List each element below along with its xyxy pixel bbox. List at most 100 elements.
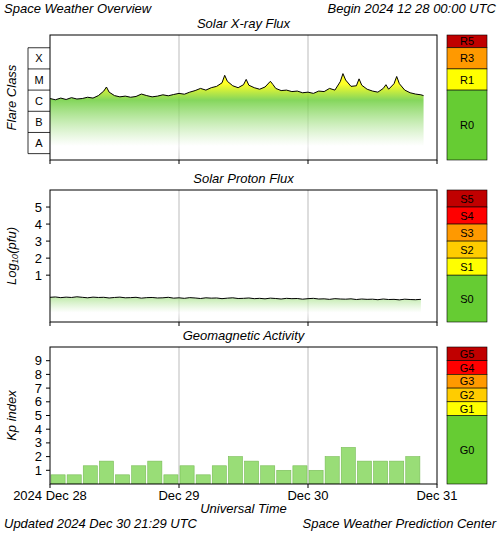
panel: Solar Proton FluxLog₁₀(pfu)12345S5S4S3S2…	[4, 171, 487, 326]
class-divider	[28, 47, 50, 48]
kp-bar	[164, 475, 178, 484]
scale-level	[447, 416, 487, 485]
kp-bar	[357, 461, 371, 484]
grid-line	[308, 347, 309, 484]
y-tick-label: 3	[35, 234, 42, 249]
plot-background	[50, 190, 437, 322]
scale-label: R1	[460, 74, 474, 86]
kp-bar	[261, 466, 275, 484]
scale-label: S4	[460, 210, 473, 222]
x-tick	[179, 160, 180, 164]
source: Space Weather Prediction Center	[303, 516, 497, 531]
scale-level	[447, 388, 487, 402]
y-tick	[46, 224, 50, 225]
y-tick-label: 4	[35, 422, 42, 437]
scale-label: S3	[460, 227, 473, 239]
scale-label: R3	[460, 52, 474, 64]
kp-bar	[374, 461, 388, 484]
scale-label: G5	[460, 348, 475, 360]
kp-bar	[293, 466, 307, 484]
x-tick	[437, 322, 438, 326]
scale-label: R0	[460, 119, 474, 131]
y-tick	[46, 456, 50, 457]
panel-title: Geomagnetic Activity	[183, 328, 306, 343]
y-tick	[46, 258, 50, 259]
plot-frame	[50, 190, 437, 322]
y-tick-label: A	[35, 137, 43, 149]
panel-title: Solar X-ray Flux	[197, 16, 291, 31]
class-divider	[28, 132, 50, 133]
y-tick	[46, 388, 50, 389]
scale-level	[447, 48, 487, 69]
kp-bar	[148, 461, 162, 484]
x-tick	[308, 322, 309, 326]
y-tick	[46, 429, 50, 430]
scale-label: S1	[460, 261, 473, 273]
area-fill	[50, 297, 421, 322]
x-tick-label: Dec 29	[158, 488, 199, 503]
updated-time: Updated 2024 Dec 30 21:29 UTC	[4, 516, 198, 531]
y-tick	[46, 207, 50, 208]
panel: Solar X-ray FluxFlare ClassABCMXR5R3R1R0	[4, 16, 487, 164]
scale-label: S0	[460, 293, 473, 305]
page-title: Space Weather Overview	[4, 1, 153, 16]
y-tick-label: 7	[35, 381, 42, 396]
scale-label: R5	[460, 35, 474, 47]
plot-frame	[50, 347, 437, 484]
kp-bar	[67, 475, 81, 484]
x-tick	[437, 160, 438, 164]
y-tick-label: 8	[35, 367, 42, 382]
scale-level	[447, 190, 487, 207]
scale-label: G2	[460, 389, 475, 401]
y-tick-label: X	[35, 52, 43, 64]
plot-frame	[50, 35, 437, 160]
y-tick	[46, 401, 50, 402]
scale-label: S5	[460, 193, 473, 205]
scale-label: S2	[460, 244, 473, 256]
kp-bar	[325, 457, 339, 484]
y-axis-label: Log₁₀(pfu)	[4, 227, 19, 285]
y-tick	[46, 241, 50, 242]
scale-level	[447, 275, 487, 322]
scale-label: G1	[460, 403, 475, 415]
class-divider	[28, 153, 50, 154]
scale-level	[447, 224, 487, 241]
class-divider	[28, 68, 50, 69]
x-axis-label: Universal Time	[200, 501, 287, 516]
area-fill	[50, 74, 424, 160]
y-tick-label: 1	[35, 268, 42, 283]
y-tick	[46, 360, 50, 361]
x-tick-label: 2024 Dec 28	[13, 488, 87, 503]
panel: Geomagnetic ActivityKp index123456789202…	[4, 328, 487, 516]
class-divider	[28, 111, 50, 112]
y-tick-label: 5	[35, 200, 42, 215]
scale-level	[447, 258, 487, 275]
x-tick	[50, 322, 51, 326]
y-tick-label: 5	[35, 408, 42, 423]
kp-bar	[228, 457, 242, 484]
y-tick	[46, 442, 50, 443]
data-group	[51, 447, 420, 484]
class-column-edge	[28, 48, 29, 154]
x-tick-label: Dec 30	[287, 488, 328, 503]
kp-bar	[341, 447, 355, 484]
data-line	[50, 74, 424, 100]
grid-line	[179, 347, 180, 484]
class-divider	[28, 90, 50, 91]
kp-bar	[196, 475, 210, 484]
data-group	[50, 74, 424, 160]
kp-bar	[406, 457, 420, 484]
y-tick-label: 4	[35, 217, 42, 232]
kp-bar	[309, 470, 323, 484]
y-tick	[46, 275, 50, 276]
scale-level	[447, 241, 487, 258]
y-tick-label: C	[35, 95, 43, 107]
y-tick-label: 2	[35, 449, 42, 464]
y-tick-label: 6	[35, 394, 42, 409]
scale-level	[447, 35, 487, 48]
kp-bar	[99, 461, 113, 484]
kp-bar	[132, 466, 146, 484]
y-tick-label: B	[35, 116, 42, 128]
chart-root: Space Weather OverviewBegin 2024 12 28 0…	[0, 0, 500, 533]
y-tick-label: M	[34, 74, 43, 86]
